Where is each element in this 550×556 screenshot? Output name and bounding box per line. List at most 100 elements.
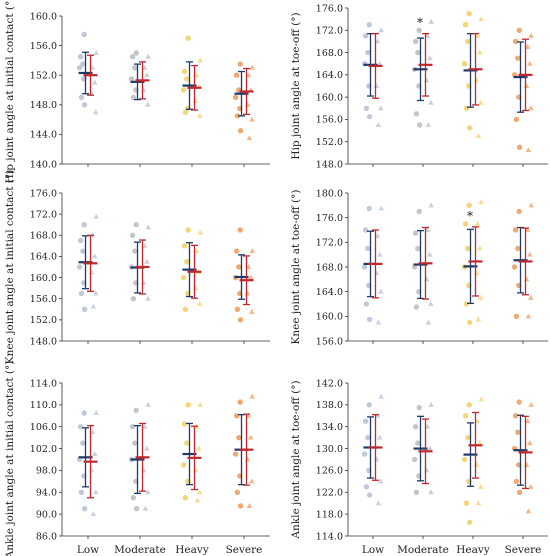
- data-point-triangle: [373, 83, 380, 88]
- y-tick-label: 156.0: [30, 41, 57, 52]
- data-point-circle: [237, 399, 243, 405]
- data-point-triangle: [248, 274, 254, 280]
- data-point-triangle: [523, 83, 530, 88]
- y-tick-label: 156.0: [316, 336, 343, 347]
- data-point-circle: [366, 113, 373, 120]
- data-point-triangle: [428, 489, 434, 495]
- y-tick-label: 160.0: [316, 312, 343, 323]
- data-point-triangle: [423, 467, 430, 473]
- data-point-triangle: [378, 393, 384, 399]
- data-point-triangle: [140, 279, 147, 285]
- data-point-triangle: [478, 16, 484, 22]
- x-category-label: Low: [77, 544, 99, 556]
- data-point-circle: [362, 33, 369, 39]
- data-point-circle: [132, 65, 138, 71]
- data-point-triangle: [525, 147, 532, 153]
- data-point-triangle: [90, 303, 97, 309]
- data-point-circle: [416, 208, 422, 215]
- data-point-circle: [185, 227, 191, 233]
- data-point-triangle: [245, 264, 252, 269]
- data-point-circle: [462, 22, 469, 28]
- data-point-triangle: [244, 290, 251, 296]
- data-point-circle: [516, 489, 523, 495]
- data-point-triangle: [473, 461, 480, 467]
- y-tick-label: 180.0: [316, 188, 343, 199]
- y-tick-label: 114.0: [30, 378, 57, 389]
- data-point-triangle: [377, 434, 383, 440]
- data-point-circle: [132, 440, 138, 446]
- data-point-circle: [129, 232, 136, 238]
- data-point-triangle: [477, 245, 483, 251]
- data-point-circle: [365, 245, 371, 252]
- data-point-circle: [361, 264, 368, 270]
- data-point-circle: [233, 248, 240, 254]
- data-point-triangle: [528, 105, 534, 111]
- data-point-circle: [77, 424, 84, 430]
- data-point-triangle: [477, 440, 483, 446]
- data-point-circle: [78, 94, 85, 101]
- y-tick-label: 156.0: [316, 115, 343, 126]
- y-tick-label: 172.0: [30, 209, 57, 220]
- data-point-circle: [180, 274, 187, 281]
- data-point-circle: [465, 245, 471, 252]
- data-point-triangle: [427, 55, 433, 61]
- data-point-triangle: [428, 401, 434, 407]
- data-point-triangle: [244, 101, 251, 107]
- y-tick-label: 130.0: [316, 444, 343, 455]
- data-point-triangle: [90, 511, 97, 517]
- data-point-triangle: [245, 72, 252, 78]
- data-point-triangle: [193, 248, 200, 254]
- data-point-circle: [80, 61, 86, 67]
- data-point-circle: [412, 424, 419, 430]
- data-point-circle: [237, 503, 244, 509]
- chart-panel-2: 148.0 152.0 156.0 160.0 164.0 168.0 172.0 176.0…: [290, 3, 548, 170]
- data-point-triangle: [378, 27, 384, 33]
- data-point-triangle: [475, 133, 482, 139]
- data-point-triangle: [527, 251, 533, 257]
- data-point-circle: [466, 519, 473, 526]
- y-tick-label: 102.0: [30, 444, 57, 455]
- data-point-circle: [180, 462, 187, 468]
- data-point-triangle: [423, 276, 430, 282]
- data-point-triangle: [197, 57, 203, 63]
- data-point-circle: [237, 227, 243, 233]
- data-point-triangle: [194, 497, 201, 503]
- data-point-triangle: [378, 478, 384, 484]
- y-tick-label: 144.0: [30, 130, 57, 141]
- data-point-circle: [182, 495, 189, 501]
- data-point-circle: [462, 413, 469, 419]
- data-point-circle: [363, 105, 370, 111]
- data-point-triangle: [192, 285, 199, 291]
- data-point-triangle: [144, 258, 150, 264]
- data-point-triangle: [197, 489, 203, 495]
- data-point-triangle: [196, 445, 202, 451]
- y-tick-label: 176.0: [316, 3, 343, 14]
- data-point-circle: [234, 306, 241, 312]
- data-point-circle: [461, 61, 468, 67]
- data-point-triangle: [524, 227, 531, 232]
- data-point-circle: [237, 128, 244, 134]
- data-point-circle: [130, 94, 137, 101]
- data-point-triangle: [528, 483, 534, 489]
- y-tick-label: 126.0: [316, 466, 343, 477]
- data-point-triangle: [93, 50, 99, 55]
- data-point-triangle: [528, 202, 534, 208]
- data-point-triangle: [141, 423, 148, 429]
- y-tick-label: 94.0: [36, 488, 57, 499]
- data-point-triangle: [373, 270, 380, 276]
- y-tick-label: 164.0: [316, 287, 343, 298]
- data-point-triangle: [475, 500, 482, 506]
- data-point-triangle: [248, 434, 254, 440]
- chart-panel-4: 156.0 160.0 164.0 168.0 172.0 176.0 180.0 Knee …: [290, 188, 548, 347]
- data-point-triangle: [427, 445, 433, 451]
- y-tick-label: 160.0: [30, 273, 57, 284]
- data-point-triangle: [377, 60, 383, 66]
- data-point-circle: [181, 68, 188, 75]
- data-point-circle: [233, 413, 240, 419]
- y-axis-title: Ankle joint angle at initial contact (°): [4, 361, 16, 556]
- data-point-circle: [463, 301, 470, 307]
- data-point-triangle: [428, 301, 434, 306]
- data-point-triangle: [246, 502, 253, 508]
- data-point-circle: [81, 505, 88, 512]
- data-point-circle: [363, 484, 370, 490]
